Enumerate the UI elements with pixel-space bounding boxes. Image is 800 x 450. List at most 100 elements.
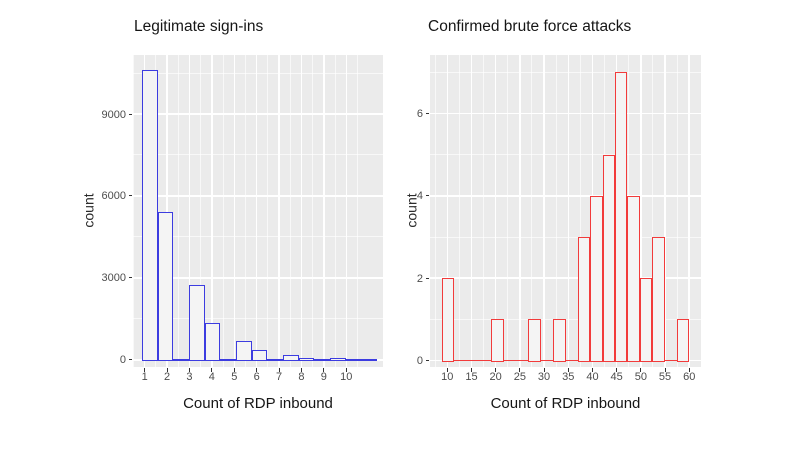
- histogram-bar: [590, 195, 603, 362]
- histogram-bar: [639, 278, 653, 362]
- y-tick-mark: [128, 277, 132, 279]
- x-tick-mark: [616, 368, 618, 372]
- y-axis-title: count: [80, 193, 97, 228]
- x-tick-mark: [591, 368, 593, 372]
- x-tick-mark: [188, 368, 190, 372]
- plot-panel: [430, 55, 701, 367]
- gridline-major-x: [688, 55, 690, 367]
- gridline-minor-y: [133, 318, 383, 320]
- x-tick-mark: [345, 368, 347, 372]
- x-tick-label: 30: [537, 371, 551, 383]
- gridline-major-y: [133, 113, 383, 115]
- gridline-minor-y: [430, 236, 701, 238]
- y-tick-label: 9000: [101, 108, 126, 121]
- x-tick-label: 25: [513, 371, 526, 383]
- gridline-minor-x: [579, 55, 581, 367]
- histogram-bar: [441, 278, 455, 362]
- gridline-major-y: [133, 195, 383, 197]
- y-tick-mark: [425, 277, 429, 279]
- gridline-minor-x: [531, 55, 533, 367]
- gridline-major-x: [345, 55, 347, 367]
- histogram-bar: [602, 154, 616, 362]
- gridline-minor-x: [289, 55, 291, 367]
- x-tick-label: 6: [253, 371, 260, 383]
- gridline-minor-x: [334, 55, 336, 367]
- histogram-bar: [330, 358, 346, 362]
- gridline-major-x: [300, 55, 303, 367]
- gridline-minor-y: [133, 72, 383, 74]
- x-tick-label: 9: [320, 371, 327, 383]
- x-tick-mark: [446, 368, 448, 372]
- gridline-major-x: [233, 55, 235, 367]
- y-tick-label: 2: [416, 272, 423, 285]
- histogram-bar: [251, 349, 268, 362]
- x-tick-label: 35: [562, 371, 575, 383]
- y-tick-mark: [128, 359, 132, 361]
- histogram-bar: [189, 284, 205, 362]
- y-tick-mark: [425, 112, 429, 114]
- x-tick-label: 60: [683, 371, 696, 383]
- gridline-major-x: [494, 55, 497, 367]
- x-tick-mark: [323, 368, 325, 372]
- histogram-baseline: [441, 359, 690, 362]
- gridline-minor-x: [200, 55, 202, 367]
- histogram-bar: [677, 319, 690, 362]
- x-tick-label: 3: [186, 371, 193, 383]
- x-tick-mark: [144, 368, 146, 372]
- x-tick-label: 20: [489, 371, 502, 383]
- gridline-minor-y: [133, 236, 383, 238]
- gridline-major-x: [470, 55, 473, 367]
- x-tick-label: 40: [586, 371, 599, 383]
- gridline-minor-y: [430, 154, 701, 156]
- gridline-minor-x: [356, 55, 358, 367]
- y-tick-mark: [425, 195, 429, 197]
- y-tick-mark: [128, 195, 132, 197]
- gridline-major-y: [430, 277, 701, 279]
- histogram-bar: [577, 237, 591, 362]
- gridline-minor-x: [458, 55, 460, 367]
- x-tick-label: 7: [275, 371, 283, 383]
- x-tick-mark: [166, 368, 168, 372]
- y-tick-label: 4: [416, 190, 423, 203]
- x-tick-mark: [470, 368, 472, 372]
- gridline-major-y: [430, 195, 701, 197]
- gridline-major-x: [567, 55, 569, 367]
- x-tick-mark: [688, 368, 690, 372]
- plot-title: Confirmed brute force attacks: [428, 18, 632, 35]
- histogram-bar: [361, 358, 378, 362]
- x-tick-label: 15: [465, 371, 478, 383]
- x-tick-mark: [567, 368, 569, 372]
- gridline-major-x: [446, 55, 449, 367]
- histogram-bar: [204, 323, 221, 362]
- x-tick-mark: [256, 368, 258, 372]
- gridline-minor-x: [177, 55, 179, 367]
- x-axis-title: Count of RDP inbound: [183, 395, 333, 412]
- gridline-major-x: [278, 55, 280, 367]
- histogram-bar: [528, 319, 541, 362]
- x-tick-label: 2: [163, 371, 171, 383]
- gridline-minor-x: [652, 55, 654, 367]
- x-tick-mark: [543, 368, 545, 372]
- x-tick-label: 8: [298, 371, 305, 383]
- y-tick-label: 6: [416, 107, 423, 120]
- gridline-minor-x: [222, 55, 224, 367]
- histogram-bar: [652, 237, 665, 362]
- x-tick-mark: [640, 368, 642, 372]
- x-tick-mark: [278, 368, 280, 372]
- x-tick-mark: [211, 368, 213, 372]
- gridline-minor-x: [434, 55, 436, 367]
- histogram-bar: [141, 70, 158, 362]
- gridline-minor-x: [555, 55, 557, 367]
- histogram-bar: [283, 354, 299, 362]
- x-tick-label: 10: [441, 371, 454, 383]
- histogram-bar: [491, 319, 504, 362]
- histogram-bar: [157, 212, 174, 362]
- gridline-major-y: [430, 112, 701, 115]
- x-tick-mark: [519, 368, 521, 372]
- gridline-minor-x: [132, 55, 134, 367]
- x-tick-label: 55: [658, 371, 672, 383]
- gridline-minor-x: [244, 55, 246, 367]
- histogram-bar: [553, 319, 566, 362]
- gridline-major-y: [133, 277, 383, 279]
